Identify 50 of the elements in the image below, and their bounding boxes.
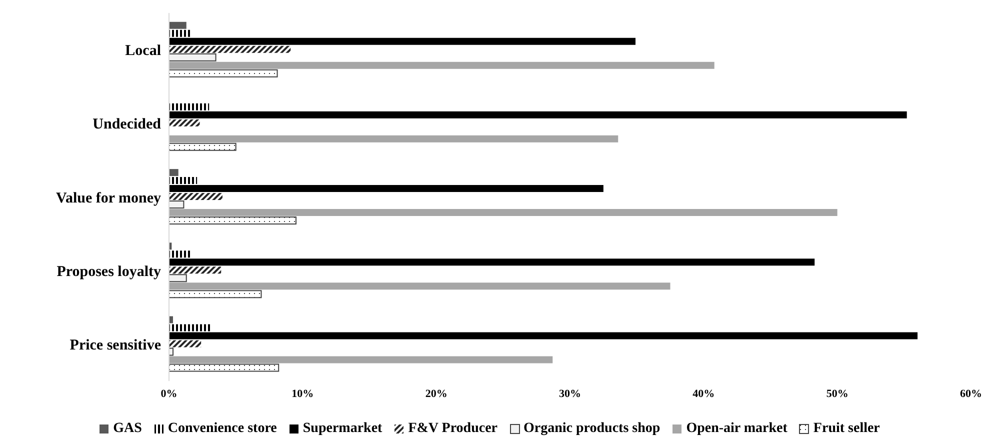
x-tick-label: 30% xyxy=(559,388,581,400)
bar xyxy=(169,216,296,225)
bar xyxy=(169,111,907,118)
bar xyxy=(169,250,192,258)
x-tick-label: 10% xyxy=(292,388,314,400)
x-tick-label: 20% xyxy=(425,388,448,400)
bar xyxy=(169,324,212,332)
bar xyxy=(169,266,222,274)
bar xyxy=(169,209,838,216)
bar xyxy=(169,119,200,126)
bar xyxy=(169,135,618,142)
bar xyxy=(169,200,184,209)
legend-label: Convenience store xyxy=(168,421,277,437)
bar xyxy=(169,193,222,200)
bar xyxy=(169,274,187,282)
bar xyxy=(169,62,714,69)
bar xyxy=(169,185,604,192)
bar xyxy=(169,348,174,356)
y-tick-label: Proposes loyalty xyxy=(56,264,162,280)
bar xyxy=(169,46,291,53)
x-tick-label: 50% xyxy=(826,388,848,400)
x-tick-label: 40% xyxy=(692,388,715,400)
bar xyxy=(169,169,178,176)
bar xyxy=(169,356,553,364)
legend-label: GAS xyxy=(113,421,142,437)
bar xyxy=(169,103,210,110)
bar xyxy=(169,30,190,37)
y-tick-label: Local xyxy=(125,43,161,60)
bar xyxy=(169,38,636,45)
bar xyxy=(169,364,280,372)
bar xyxy=(169,69,278,78)
legend-label: Open-air market xyxy=(686,421,788,437)
bar xyxy=(169,332,918,340)
legend-label: Organic products shop xyxy=(524,421,660,437)
legend-label: Supermarket xyxy=(302,421,382,437)
bar xyxy=(169,340,202,348)
bar xyxy=(169,142,236,151)
bar xyxy=(169,177,198,184)
x-tick-label: 0% xyxy=(160,388,178,400)
legend-label: F&V Producer xyxy=(408,421,498,437)
y-tick-label: Value for money xyxy=(56,190,162,206)
legend-label: Fruit seller xyxy=(813,421,880,437)
y-tick-label: Price sensitive xyxy=(70,338,162,354)
bar xyxy=(169,22,186,29)
bar xyxy=(169,258,815,266)
bar xyxy=(169,290,262,298)
y-tick-label: Undecided xyxy=(92,116,162,133)
x-tick-label: 60% xyxy=(960,388,982,400)
bar xyxy=(169,53,216,62)
bar xyxy=(169,282,670,290)
